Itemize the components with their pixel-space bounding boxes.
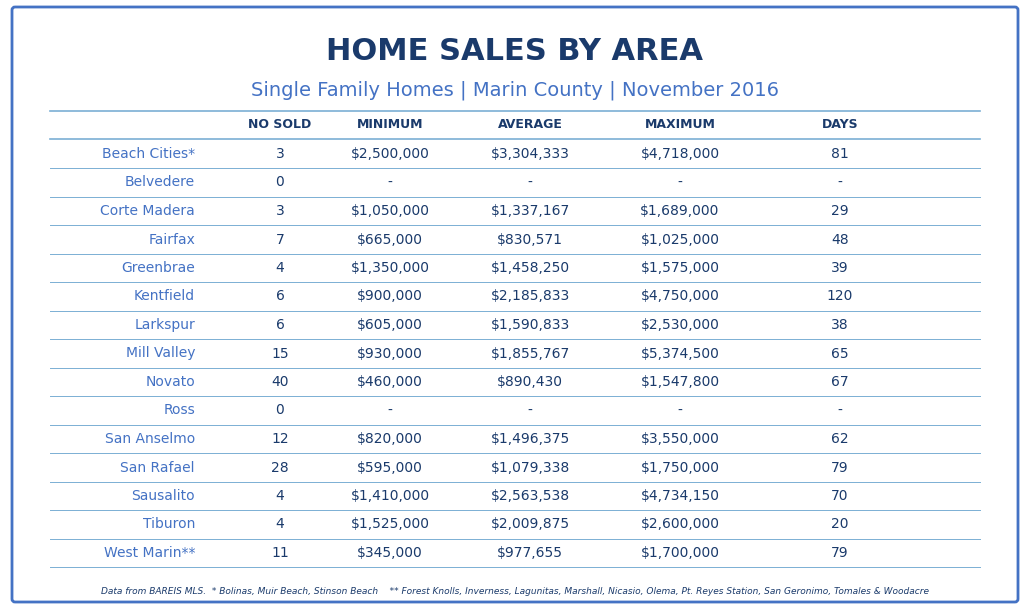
Text: San Rafael: San Rafael [121, 460, 195, 474]
Text: $2,185,833: $2,185,833 [490, 289, 570, 303]
Text: 40: 40 [271, 375, 288, 389]
Text: $3,304,333: $3,304,333 [490, 147, 570, 161]
Text: $1,337,167: $1,337,167 [490, 204, 570, 218]
Text: Fairfax: Fairfax [148, 233, 195, 247]
Text: 4: 4 [276, 261, 284, 275]
Text: $1,689,000: $1,689,000 [641, 204, 720, 218]
Text: 120: 120 [827, 289, 853, 303]
Text: 12: 12 [271, 432, 288, 446]
Text: 3: 3 [276, 204, 284, 218]
Text: Sausalito: Sausalito [132, 489, 195, 503]
Text: -: - [387, 404, 392, 418]
Text: $605,000: $605,000 [357, 318, 423, 332]
Text: $890,430: $890,430 [497, 375, 563, 389]
Text: -: - [527, 175, 533, 189]
Text: $1,496,375: $1,496,375 [490, 432, 570, 446]
Text: 29: 29 [831, 204, 849, 218]
Text: $1,547,800: $1,547,800 [641, 375, 720, 389]
Text: $1,410,000: $1,410,000 [350, 489, 430, 503]
Text: $1,350,000: $1,350,000 [350, 261, 430, 275]
Text: -: - [527, 404, 533, 418]
Text: $460,000: $460,000 [357, 375, 423, 389]
Text: $2,563,538: $2,563,538 [490, 489, 570, 503]
Text: Corte Madera: Corte Madera [100, 204, 195, 218]
Text: $1,590,833: $1,590,833 [490, 318, 570, 332]
Text: HOME SALES BY AREA: HOME SALES BY AREA [327, 38, 703, 66]
Text: -: - [678, 175, 683, 189]
Text: 0: 0 [276, 175, 284, 189]
Text: $2,500,000: $2,500,000 [350, 147, 430, 161]
Text: Ross: Ross [163, 404, 195, 418]
Text: 79: 79 [831, 460, 849, 474]
Text: $1,050,000: $1,050,000 [350, 204, 430, 218]
Text: Data from BAREIS MLS.  * Bolinas, Muir Beach, Stinson Beach    ** Forest Knolls,: Data from BAREIS MLS. * Bolinas, Muir Be… [101, 587, 929, 596]
Text: $820,000: $820,000 [357, 432, 423, 446]
Text: -: - [837, 404, 843, 418]
Text: Larkspur: Larkspur [134, 318, 195, 332]
Text: $1,525,000: $1,525,000 [350, 518, 430, 532]
Text: $5,374,500: $5,374,500 [641, 347, 719, 361]
Text: 15: 15 [271, 347, 288, 361]
Text: Novato: Novato [145, 375, 195, 389]
Text: San Anselmo: San Anselmo [105, 432, 195, 446]
Text: 4: 4 [276, 489, 284, 503]
Text: $1,458,250: $1,458,250 [490, 261, 570, 275]
Text: -: - [387, 175, 392, 189]
Text: 81: 81 [831, 147, 849, 161]
FancyBboxPatch shape [12, 7, 1018, 602]
Text: 6: 6 [276, 289, 284, 303]
Text: 48: 48 [831, 233, 849, 247]
Text: $1,079,338: $1,079,338 [490, 460, 570, 474]
Text: $595,000: $595,000 [357, 460, 423, 474]
Text: $1,025,000: $1,025,000 [641, 233, 720, 247]
Text: Beach Cities*: Beach Cities* [102, 147, 195, 161]
Text: $1,700,000: $1,700,000 [641, 546, 720, 560]
Text: 70: 70 [831, 489, 849, 503]
Text: Belvedere: Belvedere [125, 175, 195, 189]
Text: $2,009,875: $2,009,875 [490, 518, 570, 532]
Text: $830,571: $830,571 [497, 233, 563, 247]
Text: 62: 62 [831, 432, 849, 446]
Text: NO SOLD: NO SOLD [248, 119, 312, 132]
Text: Greenbrae: Greenbrae [122, 261, 195, 275]
Text: 67: 67 [831, 375, 849, 389]
Text: $345,000: $345,000 [357, 546, 423, 560]
Text: 4: 4 [276, 518, 284, 532]
Text: 11: 11 [271, 546, 288, 560]
Text: $665,000: $665,000 [357, 233, 423, 247]
Text: $4,750,000: $4,750,000 [641, 289, 719, 303]
Text: 7: 7 [276, 233, 284, 247]
Text: Single Family Homes | Marin County | November 2016: Single Family Homes | Marin County | Nov… [251, 80, 779, 100]
Text: Kentfield: Kentfield [134, 289, 195, 303]
Text: 0: 0 [276, 404, 284, 418]
Text: 39: 39 [831, 261, 849, 275]
Text: 79: 79 [831, 546, 849, 560]
Text: 38: 38 [831, 318, 849, 332]
Text: $3,550,000: $3,550,000 [641, 432, 719, 446]
Text: $2,600,000: $2,600,000 [641, 518, 720, 532]
Text: 3: 3 [276, 147, 284, 161]
Text: Tiburon: Tiburon [142, 518, 195, 532]
Text: Mill Valley: Mill Valley [126, 347, 195, 361]
Text: West Marin**: West Marin** [103, 546, 195, 560]
Text: -: - [837, 175, 843, 189]
Text: DAYS: DAYS [822, 119, 858, 132]
Text: 20: 20 [831, 518, 849, 532]
Text: $4,718,000: $4,718,000 [641, 147, 720, 161]
Text: 6: 6 [276, 318, 284, 332]
Text: $1,855,767: $1,855,767 [490, 347, 570, 361]
Text: 65: 65 [831, 347, 849, 361]
Text: MINIMUM: MINIMUM [356, 119, 423, 132]
Text: $977,655: $977,655 [497, 546, 563, 560]
Text: $900,000: $900,000 [357, 289, 423, 303]
Text: 28: 28 [271, 460, 288, 474]
Text: $4,734,150: $4,734,150 [641, 489, 720, 503]
Text: -: - [678, 404, 683, 418]
Text: AVERAGE: AVERAGE [497, 119, 562, 132]
Text: $930,000: $930,000 [357, 347, 423, 361]
Text: $2,530,000: $2,530,000 [641, 318, 719, 332]
Text: MAXIMUM: MAXIMUM [645, 119, 716, 132]
Text: $1,575,000: $1,575,000 [641, 261, 720, 275]
Text: $1,750,000: $1,750,000 [641, 460, 720, 474]
